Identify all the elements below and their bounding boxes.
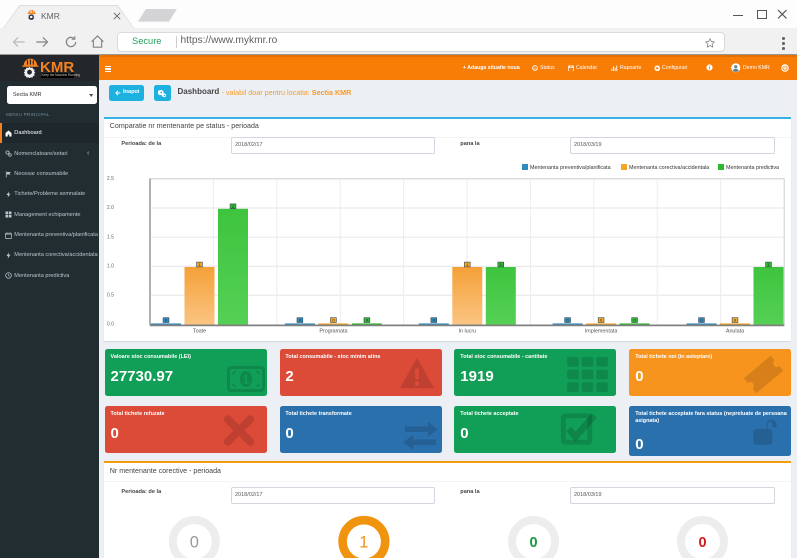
svg-text:1: 1	[466, 262, 468, 267]
svg-text:1: 1	[500, 262, 502, 267]
svg-text:In lucru: In lucru	[458, 329, 476, 335]
svg-text:2.0: 2.0	[107, 205, 114, 211]
svg-text:0: 0	[567, 318, 570, 323]
svg-text:Programata: Programata	[319, 329, 347, 335]
svg-text:0: 0	[332, 318, 335, 323]
svg-text:Toate: Toate	[193, 329, 206, 335]
svg-text:0: 0	[600, 318, 603, 323]
svg-text:0: 0	[190, 534, 199, 552]
svg-text:0.0: 0.0	[107, 322, 114, 328]
svg-text:0: 0	[366, 318, 369, 323]
svg-text:1: 1	[767, 262, 769, 267]
svg-text:0: 0	[433, 318, 436, 323]
svg-text:Implementata: Implementata	[585, 329, 618, 335]
svg-text:Anulata: Anulata	[726, 329, 744, 335]
svg-text:0: 0	[734, 318, 737, 323]
svg-text:0: 0	[299, 318, 302, 323]
svg-text:0: 0	[634, 318, 637, 323]
svg-text:1: 1	[198, 262, 200, 267]
svg-text:1: 1	[243, 373, 250, 387]
svg-text:1: 1	[359, 534, 368, 552]
svg-text:0: 0	[530, 535, 538, 551]
svg-text:1.0: 1.0	[107, 263, 114, 269]
svg-text:2.5: 2.5	[107, 176, 114, 182]
svg-text:0: 0	[698, 535, 706, 551]
svg-text:2: 2	[232, 204, 234, 209]
svg-text:0: 0	[700, 318, 703, 323]
svg-text:0: 0	[165, 318, 168, 323]
svg-text:1.5: 1.5	[107, 234, 114, 240]
svg-text:0.5: 0.5	[107, 293, 114, 299]
